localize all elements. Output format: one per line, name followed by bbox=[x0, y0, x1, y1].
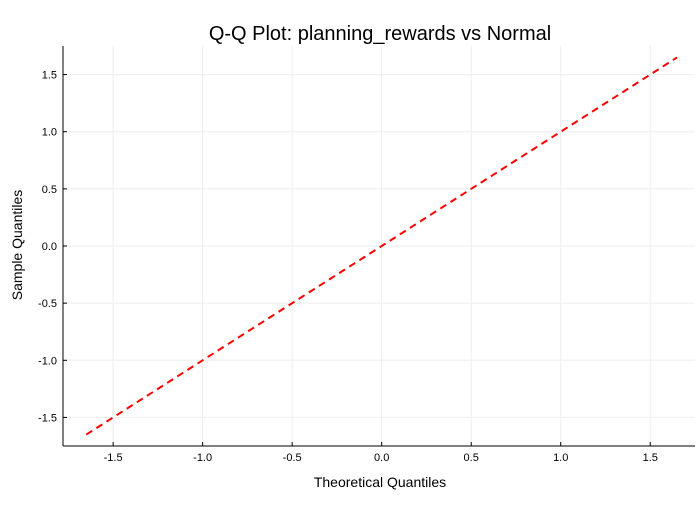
chart-title: Q-Q Plot: planning_rewards vs Normal bbox=[209, 23, 551, 45]
y-tick-layer: -1.5 -1.0 -0.5 0.0 0.5 1.0 1.5 bbox=[38, 70, 67, 424]
y-tick-label: 1.5 bbox=[42, 70, 57, 82]
grid-layer bbox=[63, 46, 695, 446]
y-tick-label: -1.5 bbox=[38, 412, 57, 424]
y-tick-label: 0.5 bbox=[42, 184, 57, 196]
x-tick-label: 1.0 bbox=[553, 452, 568, 464]
y-axis-label: Sample Quantiles bbox=[9, 190, 25, 301]
y-tick-label: 0.0 bbox=[42, 241, 57, 253]
series-layer bbox=[85, 56, 678, 436]
y-tick-label: -0.5 bbox=[38, 298, 57, 310]
x-axis-label: Theoretical Quantiles bbox=[314, 474, 446, 490]
x-tick-label: -1.5 bbox=[104, 452, 123, 464]
x-tick-label: -1.0 bbox=[193, 452, 212, 464]
y-tick-label: 1.0 bbox=[42, 127, 57, 139]
x-tick-label: 0.0 bbox=[374, 452, 389, 464]
reference-line-series bbox=[85, 56, 678, 436]
x-tick-layer: -1.5 -1.0 -0.5 0.0 0.5 1.0 1.5 bbox=[104, 442, 658, 464]
y-tick-label: -1.0 bbox=[38, 355, 57, 367]
x-tick-label: 0.5 bbox=[464, 452, 479, 464]
x-tick-label: 1.5 bbox=[643, 452, 658, 464]
x-tick-label: -0.5 bbox=[283, 452, 302, 464]
